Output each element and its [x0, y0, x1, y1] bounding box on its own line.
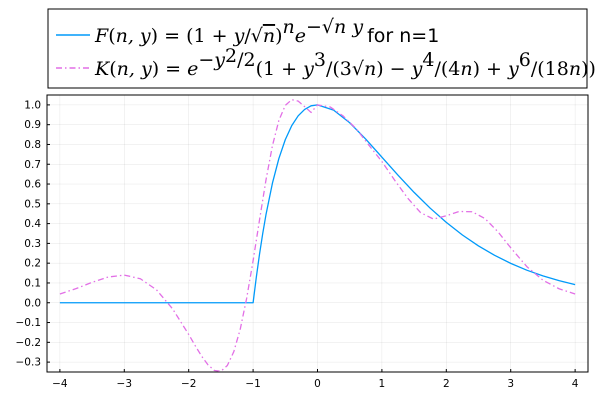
x-tick-label: 1 [379, 378, 386, 390]
y-tick-label: 0.9 [24, 119, 41, 131]
y-tick-label: 0.0 [24, 297, 41, 309]
y-tick-label: 0.3 [24, 238, 41, 250]
x-tick-label: 2 [443, 378, 450, 390]
grid-lines [47, 95, 588, 372]
y-tick-label: −0.1 [16, 317, 42, 329]
y-axis-ticks: −0.3 −0.2 −0.1 0.0 0.1 0.2 0.3 0.4 0.5 0.6 0.7 0.8 0… [16, 99, 50, 369]
y-tick-label: 0.4 [24, 218, 41, 230]
series-line-k [59, 99, 576, 372]
y-tick-label: 0.7 [24, 159, 41, 171]
x-tick-label: −4 [52, 378, 68, 390]
y-tick-label: −0.2 [16, 337, 42, 349]
x-tick-label: −2 [181, 378, 196, 390]
x-tick-label: −1 [245, 378, 260, 390]
legend-label-k: K(n, y) = e−y2/2(1 + y3/(3√n) − y4/(4n) … [94, 45, 596, 80]
x-tick-label: 4 [572, 378, 579, 390]
y-tick-label: 0.8 [24, 139, 41, 151]
legend: F(n, y) = (1 + y/√n)ne−√n y for n=1 K(n, … [47, 8, 596, 89]
legend-label-f: F(n, y) = (1 + y/√n)ne−√n y for n=1 [94, 16, 439, 47]
y-tick-label: 1.0 [24, 99, 41, 111]
y-tick-label: 0.6 [24, 179, 41, 191]
x-axis-ticks: −4 −3 −2 −1 0 1 2 3 4 [52, 369, 579, 390]
y-tick-label: −0.3 [16, 357, 42, 369]
y-tick-label: 0.2 [24, 258, 41, 270]
x-tick-label: −3 [117, 378, 132, 390]
y-tick-label: 0.1 [24, 277, 41, 289]
legend-box [47, 8, 588, 89]
x-tick-label: 0 [314, 378, 321, 390]
x-tick-label: 3 [507, 378, 514, 390]
series-line-f [59, 104, 576, 304]
y-tick-label: 0.5 [24, 198, 41, 210]
series-lines [59, 99, 576, 372]
